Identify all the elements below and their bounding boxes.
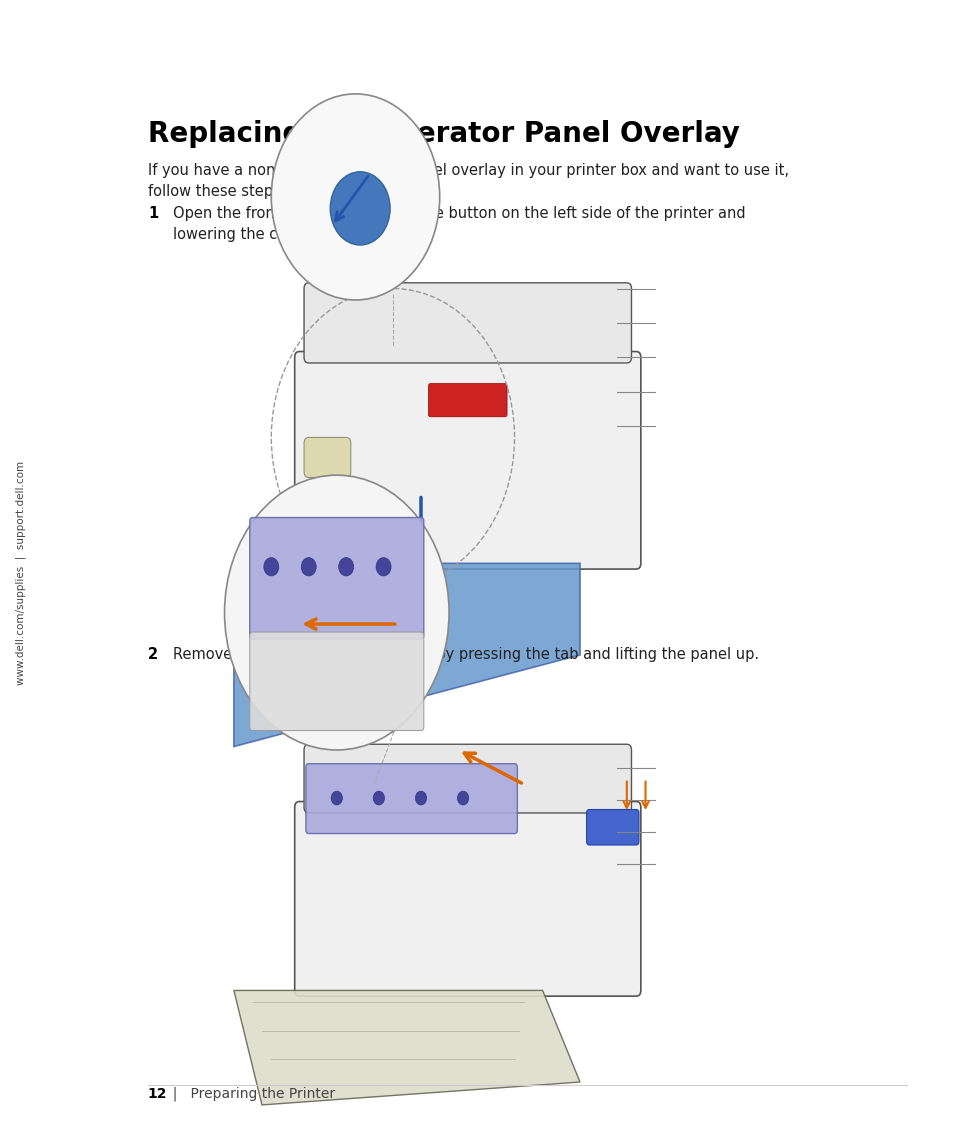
Circle shape	[373, 791, 384, 805]
Text: 2: 2	[148, 647, 158, 662]
FancyBboxPatch shape	[304, 437, 351, 477]
Polygon shape	[233, 990, 579, 1105]
Text: 12: 12	[148, 1088, 167, 1101]
Circle shape	[330, 172, 390, 245]
Circle shape	[338, 558, 354, 576]
FancyBboxPatch shape	[586, 810, 639, 845]
FancyBboxPatch shape	[250, 632, 423, 731]
FancyBboxPatch shape	[428, 384, 507, 417]
FancyBboxPatch shape	[294, 352, 640, 569]
FancyBboxPatch shape	[304, 744, 631, 813]
Text: Open the front cover by pressing the button on the left side of the printer and
: Open the front cover by pressing the but…	[172, 206, 745, 242]
Text: If you have a non-English operator panel overlay in your printer box and want to: If you have a non-English operator panel…	[148, 163, 788, 198]
Circle shape	[375, 558, 391, 576]
Text: |   Preparing the Printer: | Preparing the Printer	[164, 1087, 335, 1101]
Text: Remove the English operator panel by pressing the tab and lifting the panel up.: Remove the English operator panel by pre…	[172, 647, 759, 662]
Circle shape	[457, 791, 468, 805]
Circle shape	[331, 791, 342, 805]
FancyBboxPatch shape	[306, 764, 517, 834]
FancyBboxPatch shape	[304, 283, 631, 363]
Circle shape	[271, 94, 439, 300]
FancyBboxPatch shape	[250, 518, 423, 639]
Text: Replacing the Operator Panel Overlay: Replacing the Operator Panel Overlay	[148, 120, 739, 148]
Circle shape	[224, 475, 449, 750]
FancyBboxPatch shape	[294, 802, 640, 996]
Text: 1: 1	[148, 206, 158, 221]
Circle shape	[301, 558, 315, 576]
Polygon shape	[233, 563, 579, 747]
Circle shape	[415, 791, 426, 805]
Circle shape	[264, 558, 278, 576]
Text: www.dell.com/supplies  |  support.dell.com: www.dell.com/supplies | support.dell.com	[15, 460, 26, 685]
